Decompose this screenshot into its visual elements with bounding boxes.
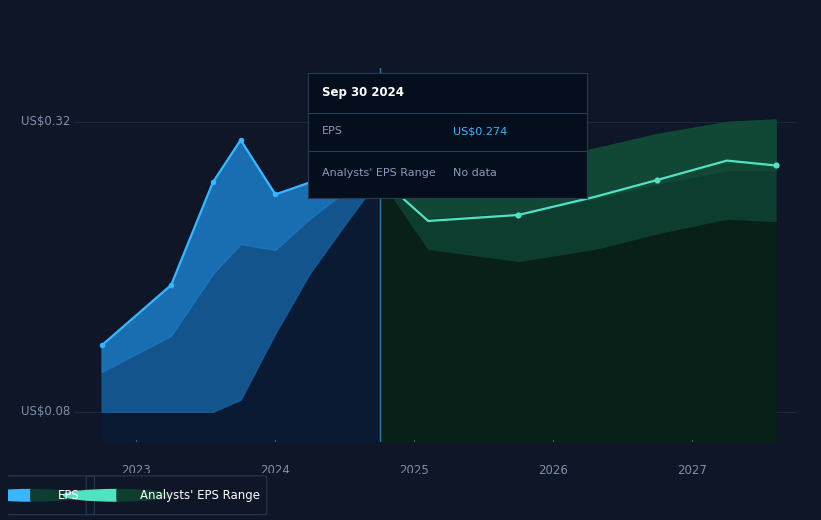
Text: Sep 30 2024: Sep 30 2024 — [322, 86, 404, 99]
Point — [268, 190, 282, 199]
Point — [512, 211, 525, 219]
Text: US$0.32: US$0.32 — [21, 115, 71, 128]
Point — [206, 178, 219, 187]
Wedge shape — [64, 489, 117, 501]
Wedge shape — [117, 489, 171, 501]
Text: 2026: 2026 — [539, 464, 568, 477]
Point — [164, 281, 177, 289]
Text: No data: No data — [453, 167, 497, 178]
Wedge shape — [31, 489, 85, 501]
Point — [651, 176, 664, 184]
Point — [234, 136, 247, 144]
Text: Actual: Actual — [339, 160, 376, 173]
Text: 2027: 2027 — [677, 464, 707, 477]
Point — [95, 341, 108, 349]
Point — [373, 173, 386, 181]
Point — [338, 166, 351, 174]
Point — [769, 161, 782, 170]
Text: US$0.274: US$0.274 — [453, 126, 507, 136]
Text: Analysts Forecasts: Analysts Forecasts — [391, 160, 500, 173]
Text: Analysts' EPS Range: Analysts' EPS Range — [322, 167, 436, 178]
Text: US$0.08: US$0.08 — [21, 405, 71, 418]
Text: EPS: EPS — [322, 126, 342, 136]
Wedge shape — [0, 489, 31, 501]
Point — [304, 178, 317, 187]
Text: EPS: EPS — [57, 489, 79, 502]
Text: Analysts' EPS Range: Analysts' EPS Range — [140, 489, 259, 502]
Text: 2023: 2023 — [122, 464, 151, 477]
Text: 2025: 2025 — [399, 464, 429, 477]
Text: 2024: 2024 — [260, 464, 291, 477]
